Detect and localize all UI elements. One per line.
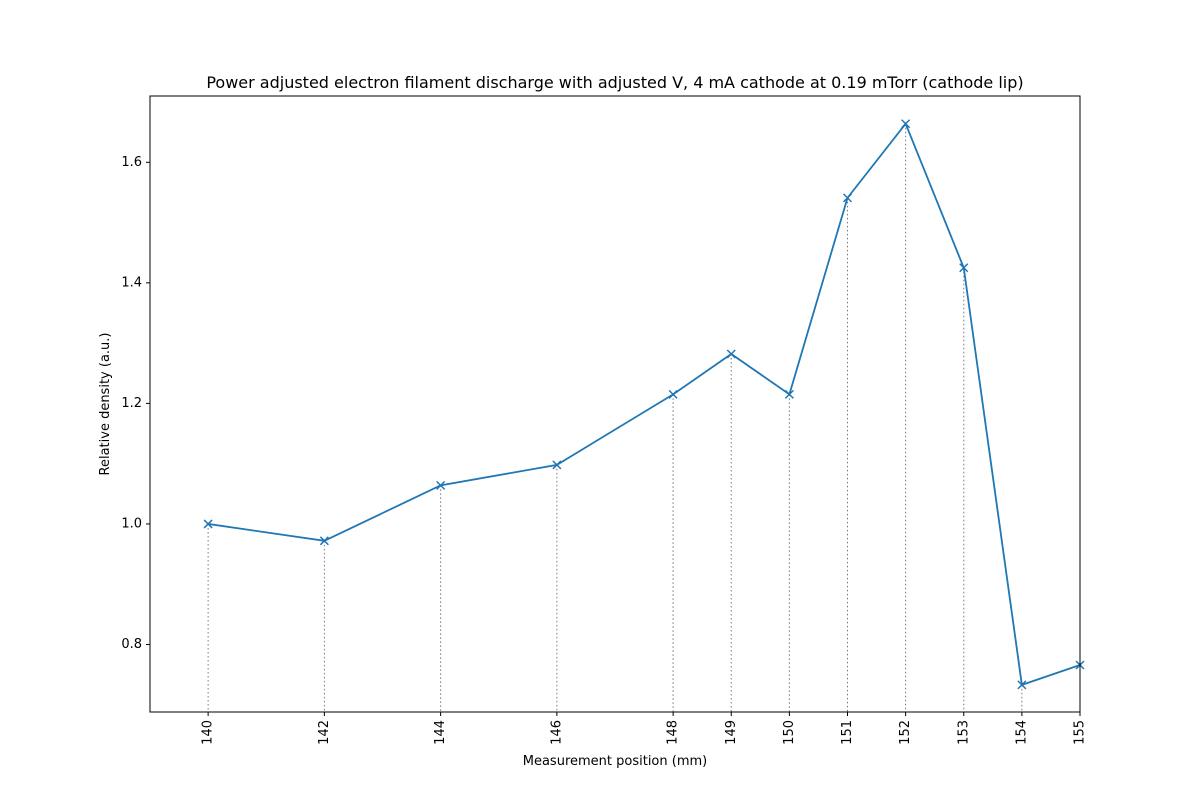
data-point xyxy=(1017,680,1027,690)
x-tick-label: 155 xyxy=(1073,720,1088,745)
x-tick-label: 150 xyxy=(782,720,797,745)
data-point xyxy=(552,460,562,470)
x-axis-label: Measurement position (mm) xyxy=(523,754,707,769)
y-axis-label: Relative density (a.u.) xyxy=(98,333,113,476)
y-tick-label: 1.4 xyxy=(121,275,142,290)
x-tick-label: 149 xyxy=(724,720,739,745)
plot-frame xyxy=(149,95,1081,713)
x-tick-label: 146 xyxy=(549,720,564,745)
x-tick-label: 142 xyxy=(317,720,332,745)
x-tick-label: 154 xyxy=(1014,720,1029,745)
data-point xyxy=(842,193,853,203)
x-tick-label: 144 xyxy=(433,720,448,745)
y-tick-label: 1.6 xyxy=(121,155,142,170)
series-line xyxy=(208,121,1081,687)
chart-title: Power adjusted electron filament dischar… xyxy=(206,73,1023,92)
data-point xyxy=(726,349,736,359)
data-point xyxy=(668,389,678,399)
x-tick-label: 152 xyxy=(898,720,913,745)
x-tick-label: 140 xyxy=(201,720,216,745)
data-point xyxy=(784,389,794,399)
data-point xyxy=(436,480,446,490)
y-tick-label: 0.8 xyxy=(121,637,142,652)
data-point xyxy=(203,519,213,529)
x-tick-label: 151 xyxy=(840,720,855,745)
data-point xyxy=(959,263,969,273)
plot-area xyxy=(203,119,1085,712)
x-tick-label: 153 xyxy=(956,720,971,745)
data-point xyxy=(319,536,329,546)
data-point xyxy=(901,119,911,129)
y-tick-label: 1.2 xyxy=(121,396,142,411)
x-tick-label: 148 xyxy=(666,720,681,745)
y-tick-label: 1.0 xyxy=(121,516,142,531)
